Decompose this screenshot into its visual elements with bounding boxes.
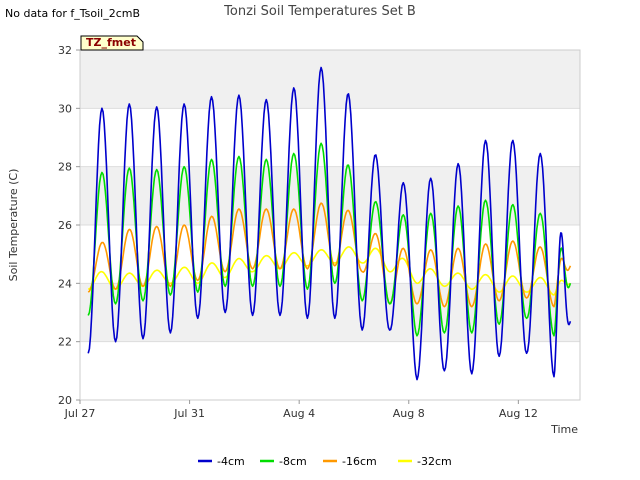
y-tick-label: 26 bbox=[58, 219, 72, 232]
tz-fmet-badge: TZ_fmet bbox=[80, 35, 144, 51]
chart-title: Tonzi Soil Temperatures Set B bbox=[224, 4, 416, 19]
x-axis-label: Time bbox=[550, 423, 578, 436]
series-line-16cm bbox=[87, 202, 572, 308]
legend-label: -16cm bbox=[342, 455, 377, 468]
series-line-4cm bbox=[87, 66, 572, 381]
legend-item: -32cm bbox=[398, 455, 452, 468]
y-tick-label: 28 bbox=[58, 161, 72, 174]
series-line-8cm bbox=[87, 142, 572, 337]
x-tick-label: Aug 12 bbox=[499, 407, 538, 420]
legend-item: -4cm bbox=[198, 455, 245, 468]
badge-shape bbox=[80, 35, 144, 51]
legend-item: -16cm bbox=[323, 455, 377, 468]
y-axis-label: Soil Temperature (C) bbox=[7, 169, 20, 282]
grid-band bbox=[80, 283, 580, 342]
x-tick-label: Aug 4 bbox=[283, 407, 315, 420]
x-tick-label: Jul 31 bbox=[173, 407, 205, 420]
x-tick-label: Aug 8 bbox=[393, 407, 425, 420]
legend-item: -8cm bbox=[260, 455, 307, 468]
series-line-32cm bbox=[87, 246, 571, 296]
y-tick-label: 22 bbox=[58, 336, 72, 349]
y-tick-label: 32 bbox=[58, 44, 72, 57]
badge-label: TZ_fmet bbox=[86, 36, 136, 49]
grid-band bbox=[80, 50, 580, 109]
y-tick-label: 20 bbox=[58, 394, 72, 407]
y-tick-label: 30 bbox=[58, 102, 72, 115]
x-tick-label: Jul 27 bbox=[64, 407, 96, 420]
y-tick-label: 24 bbox=[58, 277, 72, 290]
legend-label: -4cm bbox=[217, 455, 245, 468]
legend-label: -8cm bbox=[279, 455, 307, 468]
legend-label: -32cm bbox=[417, 455, 452, 468]
no-data-note: No data for f_Tsoil_2cmB bbox=[5, 7, 141, 20]
